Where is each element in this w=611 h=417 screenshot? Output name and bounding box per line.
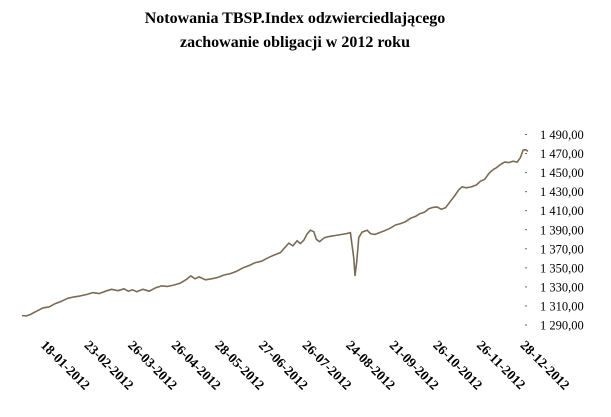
y-tick-label: 1 410,00 xyxy=(540,204,584,218)
y-tick-label: 1 390,00 xyxy=(540,223,584,237)
y-tick-label: 1 330,00 xyxy=(540,280,584,294)
y-tick-label: 1 430,00 xyxy=(540,185,584,199)
series-group xyxy=(21,148,529,317)
y-tick-label: 1 490,00 xyxy=(540,128,584,142)
series-line xyxy=(21,148,529,317)
chart-title-line-1: Notowania TBSP.Index odzwierciedlającego xyxy=(145,10,446,27)
y-tick-label: 1 290,00 xyxy=(540,319,584,333)
x-tick-label: 28-12-2012 xyxy=(517,338,572,393)
y-tick-label: 1 350,00 xyxy=(540,261,584,275)
y-tick-label: 1 310,00 xyxy=(540,299,584,313)
chart-title-line-2: zachowanie obligacji w 2012 roku xyxy=(180,34,410,51)
y-tick-label: 1 370,00 xyxy=(540,242,584,256)
y-tick-label: 1 470,00 xyxy=(540,147,584,161)
y-axis: 1 490,00 1 470,00 1 450,00 1 430,00 1 410,00… xyxy=(525,128,584,333)
x-axis: 18-01-201223-02-201226-03-201226-04-2012… xyxy=(38,338,573,393)
y-tick-label: 1 450,00 xyxy=(540,166,584,180)
